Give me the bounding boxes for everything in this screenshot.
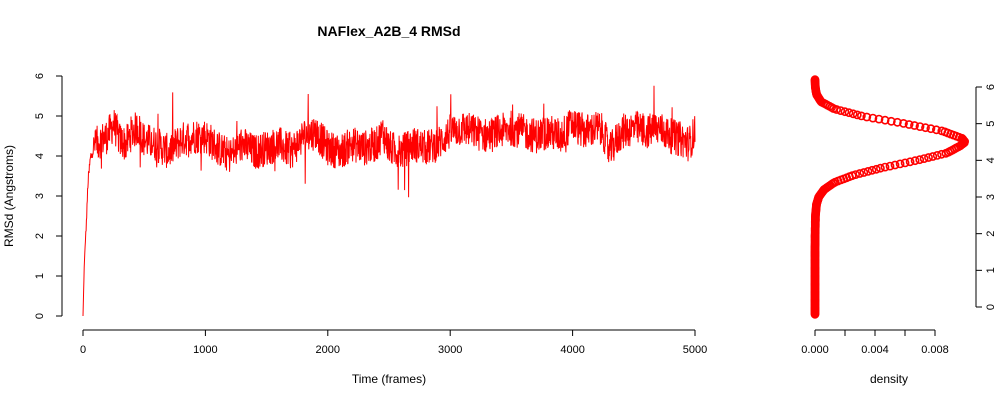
density-point (910, 156, 920, 166)
density-point (855, 169, 865, 178)
main-y-tick-label: 4 (34, 153, 46, 159)
density-point (886, 116, 896, 126)
density-point (876, 163, 885, 173)
density-point (859, 168, 869, 177)
density-point (900, 158, 910, 168)
density-y-tick-label: 3 (985, 194, 997, 200)
density-point (862, 112, 872, 122)
main-x-tick-label: 3000 (438, 344, 462, 356)
density-point (874, 114, 884, 124)
density-point (885, 161, 895, 171)
main-y-tick-label: 5 (34, 113, 46, 119)
main-y-tick-label: 6 (34, 73, 46, 79)
main-y-tick-label: 3 (34, 193, 46, 199)
density-point (919, 154, 929, 163)
density-x-tick-label: 0.000 (801, 344, 829, 356)
main-series-line (82, 85, 696, 317)
density-point (868, 113, 878, 123)
density-x-tick-label: 0.008 (921, 344, 949, 356)
density-y-tick-label: 5 (985, 121, 997, 127)
density-y-tick-label: 2 (985, 231, 997, 237)
main-x-tick-label: 1000 (193, 344, 217, 356)
density-y-tick-label: 0 (985, 304, 997, 310)
density-y-tick-label: 4 (985, 157, 997, 163)
main-y-tick-label: 1 (34, 273, 46, 279)
density-point (910, 121, 919, 130)
density-point (926, 124, 936, 134)
main-x-tick-label: 4000 (560, 344, 584, 356)
density-point (857, 111, 866, 121)
density-point (928, 152, 938, 161)
density-point (905, 157, 915, 167)
density-point (852, 110, 862, 120)
density-point (840, 107, 850, 117)
main-x-tick-label: 2000 (316, 344, 340, 356)
density-point (921, 123, 930, 133)
main-y-axis-label: RMSd (Angstroms) (2, 145, 16, 247)
density-chart-axes: 0.000 0.004 0.008 0 1 2 3 4 5 6 (801, 84, 997, 356)
density-point (899, 119, 908, 128)
main-x-tick-label: 0 (80, 344, 86, 356)
density-x-axis-label: density (870, 372, 908, 386)
density-x-tick-label: 0.004 (861, 344, 889, 356)
main-x-tick-label: 5000 (683, 344, 707, 356)
density-point (844, 108, 854, 118)
density-point (880, 162, 890, 172)
density-y-tick-label: 6 (985, 84, 997, 90)
density-point (932, 150, 942, 160)
density-point (848, 109, 858, 119)
density-point (895, 159, 905, 169)
density-chart-series (810, 75, 969, 319)
density-point (915, 122, 925, 131)
main-y-tick-label: 2 (34, 233, 46, 239)
density-point (851, 170, 860, 179)
density-point (932, 125, 941, 135)
density-point (904, 120, 914, 129)
density-point (810, 75, 820, 85)
density-point (924, 153, 933, 162)
density-point (880, 115, 890, 125)
density-point (890, 160, 900, 170)
main-chart-axes: 0 1000 2000 3000 4000 5000 0 1 2 3 4 5 6 (34, 73, 707, 356)
density-point (867, 165, 877, 175)
density-point (893, 117, 902, 127)
main-chart-title: NAFlex_A2B_4 RMSd (317, 23, 460, 39)
main-x-axis-label: Time (frames) (352, 372, 426, 386)
density-point (863, 166, 873, 176)
density-y-tick-label: 1 (985, 267, 997, 273)
main-chart-series (82, 85, 696, 317)
main-y-tick-label: 0 (34, 313, 46, 319)
density-point (937, 126, 947, 136)
density-point (871, 164, 881, 174)
density-point (915, 155, 925, 165)
